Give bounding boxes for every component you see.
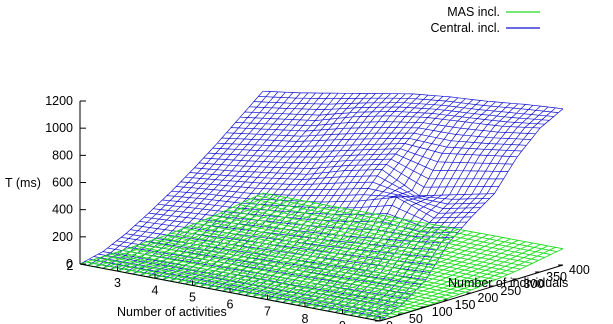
y-tick-label: 250 bbox=[500, 284, 521, 298]
mesh-line-y bbox=[165, 234, 466, 293]
mesh-line-y bbox=[201, 220, 503, 278]
mesh-line-y bbox=[198, 162, 499, 188]
mesh-line-y bbox=[122, 249, 423, 308]
mesh-line-y bbox=[140, 243, 442, 302]
x-axis-label: Number of activities bbox=[117, 305, 227, 319]
x-tick-label: 8 bbox=[302, 312, 309, 324]
y-tick-label: 50 bbox=[409, 312, 423, 324]
mesh-line-y bbox=[116, 251, 417, 310]
mesh-line-y bbox=[110, 253, 411, 312]
mesh-line-y bbox=[258, 96, 559, 113]
x-tick-label: 7 bbox=[264, 305, 271, 319]
mesh-line-y bbox=[92, 259, 393, 318]
x-tick-label: 2 bbox=[67, 259, 74, 273]
mesh-line-y bbox=[183, 227, 484, 286]
mesh-line-y bbox=[153, 239, 454, 297]
mesh-line-y bbox=[134, 245, 435, 304]
mesh-line-y bbox=[128, 247, 429, 306]
mesh-line-y bbox=[226, 132, 527, 146]
mesh-line-y bbox=[177, 230, 478, 288]
y-tick-label: 350 bbox=[546, 270, 567, 284]
x-tick-label: 6 bbox=[227, 298, 234, 312]
mesh-line-y bbox=[203, 157, 504, 180]
x-tick-label: 3 bbox=[114, 276, 121, 290]
mesh-line-y bbox=[232, 206, 533, 264]
mesh-line-y bbox=[144, 216, 445, 251]
mesh-line-y bbox=[104, 255, 405, 314]
mesh-line-y bbox=[159, 237, 460, 295]
mesh-line-y bbox=[162, 199, 463, 228]
mesh-line-y bbox=[262, 192, 564, 250]
mesh-line-y bbox=[194, 167, 495, 197]
y-tick-label: 0 bbox=[386, 319, 393, 324]
mesh-line-y bbox=[253, 101, 554, 117]
y-axis-label: Number of individuals bbox=[448, 276, 568, 290]
mesh-line-y bbox=[171, 190, 472, 219]
y-tick-label: 100 bbox=[432, 305, 453, 319]
mesh-line-y bbox=[240, 115, 541, 129]
mesh-line-y bbox=[147, 241, 448, 300]
mesh-line-y bbox=[180, 181, 481, 209]
z-tick-label: 1200 bbox=[45, 94, 73, 108]
mesh-line-y bbox=[250, 198, 551, 255]
y-tick-label: 200 bbox=[478, 291, 499, 305]
mesh-line-y bbox=[185, 176, 486, 205]
mesh-line-y bbox=[221, 137, 522, 152]
axes-group bbox=[79, 100, 564, 322]
mesh-line-y bbox=[208, 217, 509, 275]
mesh-line-y bbox=[214, 215, 515, 273]
mesh-line-y bbox=[166, 195, 467, 223]
z-tick-label: 1000 bbox=[45, 121, 73, 135]
z-tick-label: 200 bbox=[52, 230, 73, 244]
legend-label-mas: MAS incl. bbox=[447, 5, 500, 19]
legend: MAS incl. Central. incl. bbox=[431, 5, 540, 35]
tick-labels-group: 0200400600800100012002345678910050100150… bbox=[45, 94, 590, 324]
x-tick-label: 9 bbox=[339, 319, 346, 324]
mesh-line-y bbox=[256, 195, 557, 253]
y-tick-label: 400 bbox=[569, 263, 590, 277]
z-tick-label: 600 bbox=[52, 176, 73, 190]
mesh-line-y bbox=[208, 152, 509, 172]
mesh-line-y bbox=[244, 111, 545, 125]
z-tick-label: 0 bbox=[66, 257, 73, 271]
mesh-line-y bbox=[249, 106, 550, 121]
mesh-line-y bbox=[107, 247, 408, 300]
mesh-line-y bbox=[235, 121, 536, 135]
mesh-line-y bbox=[220, 212, 521, 270]
z-tick-label: 400 bbox=[52, 203, 73, 217]
legend-label-central: Central. incl. bbox=[431, 21, 500, 35]
mesh-line-y bbox=[176, 186, 477, 214]
mesh-line-y bbox=[189, 172, 490, 200]
mesh-line-y bbox=[171, 232, 472, 291]
mesh-line-y bbox=[244, 201, 545, 258]
mesh-line-y bbox=[226, 209, 527, 267]
mesh-line-y bbox=[230, 126, 532, 140]
mesh-line-y bbox=[238, 204, 539, 261]
x-tick-label: 4 bbox=[152, 283, 159, 297]
mesh-line-y bbox=[86, 261, 387, 320]
mesh-line-y bbox=[195, 222, 496, 281]
z-axis-label: T (ms) bbox=[5, 176, 41, 190]
mesh-line-y bbox=[98, 257, 399, 316]
mesh-line-y bbox=[262, 90, 564, 110]
z-tick-label: 800 bbox=[52, 148, 73, 162]
mesh-line-y bbox=[217, 142, 518, 158]
y-tick-label: 300 bbox=[523, 277, 544, 291]
mesh-line-y bbox=[189, 225, 490, 283]
mesh-line-y bbox=[212, 147, 513, 165]
x-tick-label: 5 bbox=[189, 290, 196, 304]
y-tick-label: 150 bbox=[455, 298, 476, 312]
